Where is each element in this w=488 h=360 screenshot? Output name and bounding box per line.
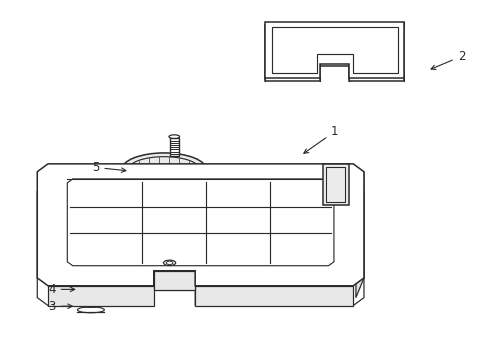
Ellipse shape [77,285,104,291]
Text: 2: 2 [430,50,464,69]
Bar [169,139,178,156]
Ellipse shape [168,135,179,139]
Ellipse shape [170,169,181,174]
Polygon shape [322,164,348,205]
Text: 5: 5 [92,161,125,174]
Ellipse shape [87,289,97,293]
Ellipse shape [77,296,104,302]
Polygon shape [37,184,363,306]
Ellipse shape [121,153,206,187]
Ellipse shape [77,291,104,297]
Ellipse shape [166,261,173,265]
Polygon shape [264,22,404,78]
Polygon shape [153,271,195,291]
Ellipse shape [77,301,104,307]
Ellipse shape [121,161,206,195]
Text: 4: 4 [48,283,75,296]
Ellipse shape [83,287,102,295]
Ellipse shape [163,260,175,266]
Polygon shape [355,172,363,298]
Text: 3: 3 [48,300,72,313]
Polygon shape [37,164,363,286]
Polygon shape [264,25,404,81]
Polygon shape [195,286,352,306]
Text: 1: 1 [303,125,338,153]
Ellipse shape [77,307,104,313]
Polygon shape [48,286,153,306]
